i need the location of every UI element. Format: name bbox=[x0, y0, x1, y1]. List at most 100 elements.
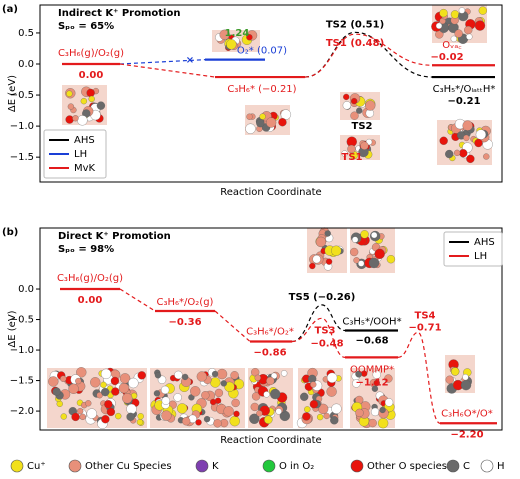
atom bbox=[256, 118, 265, 128]
atom bbox=[451, 367, 460, 376]
atom bbox=[115, 412, 122, 420]
atom bbox=[310, 381, 317, 388]
atom bbox=[67, 103, 75, 110]
atom bbox=[182, 417, 191, 426]
atom bbox=[368, 418, 377, 428]
atom bbox=[325, 258, 333, 265]
atom bbox=[264, 415, 273, 424]
atom bbox=[478, 6, 487, 15]
atom bbox=[280, 109, 292, 120]
legend-label: MvK bbox=[74, 163, 96, 174]
atom bbox=[466, 154, 475, 164]
atom bbox=[68, 383, 79, 394]
atom bbox=[371, 231, 378, 239]
atom bbox=[86, 88, 95, 98]
atom bbox=[374, 248, 385, 260]
state-label: TS3 bbox=[315, 325, 336, 336]
value-label: −0.36 bbox=[168, 317, 201, 328]
state-label: TS2 (0.51) bbox=[326, 19, 384, 30]
panel-label: (b) bbox=[2, 227, 18, 238]
atom bbox=[96, 101, 106, 110]
value-label: −0.68 bbox=[355, 336, 388, 347]
atom bbox=[458, 7, 466, 14]
atom bbox=[355, 408, 364, 418]
atom bbox=[483, 153, 490, 160]
atom bbox=[450, 35, 458, 43]
value-label: −0.71 bbox=[408, 322, 441, 333]
atom bbox=[181, 373, 189, 381]
atom bbox=[60, 375, 67, 382]
atom-label: H bbox=[497, 461, 505, 472]
atom bbox=[302, 412, 311, 421]
atom bbox=[331, 403, 342, 414]
atom bbox=[220, 380, 227, 387]
atom bbox=[462, 120, 473, 131]
value-label: 0.00 bbox=[78, 295, 103, 306]
atom bbox=[347, 144, 356, 154]
atom bbox=[210, 377, 221, 388]
atom bbox=[326, 386, 337, 397]
atom bbox=[72, 115, 79, 122]
y-tick-label: −1.5 bbox=[10, 376, 34, 387]
value-label: 0.00 bbox=[79, 70, 104, 81]
atom-label: O in O₂ bbox=[279, 461, 314, 472]
atom bbox=[372, 370, 381, 379]
atom bbox=[126, 403, 137, 415]
atom bbox=[474, 20, 486, 31]
y-tick-label: 0.0 bbox=[18, 59, 34, 70]
state-label: C₃H₅*/OₗₐₜₜH* bbox=[433, 84, 496, 95]
y-tick-label: −2.0 bbox=[10, 406, 34, 417]
state-label: C₃H₆*/O₂(g) bbox=[157, 297, 214, 308]
atom bbox=[351, 97, 358, 105]
x-axis-label: Reaction Coordinate bbox=[220, 435, 321, 446]
value-label: −0.02 bbox=[430, 52, 463, 63]
plot-frame bbox=[39, 4, 503, 183]
connector bbox=[214, 310, 251, 342]
connector bbox=[119, 59, 206, 65]
atom bbox=[118, 382, 130, 394]
value-label: −0.86 bbox=[253, 348, 286, 359]
atom bbox=[358, 260, 365, 267]
atom-label: C bbox=[463, 461, 470, 472]
annotation: × bbox=[186, 55, 194, 66]
atom bbox=[384, 374, 393, 383]
atom bbox=[463, 134, 470, 142]
atom bbox=[341, 150, 348, 157]
atom bbox=[177, 403, 188, 414]
atom bbox=[342, 101, 352, 110]
atom bbox=[110, 376, 120, 386]
atom bbox=[173, 393, 182, 402]
atom bbox=[324, 230, 331, 237]
atom bbox=[48, 376, 59, 387]
atom bbox=[65, 115, 74, 124]
atom bbox=[111, 387, 120, 396]
y-axis-label: ΔE (eV) bbox=[7, 310, 18, 347]
atom bbox=[323, 412, 330, 420]
atom bbox=[86, 408, 97, 419]
atom bbox=[464, 25, 473, 35]
atom bbox=[106, 407, 116, 417]
atom bbox=[223, 406, 234, 417]
atom bbox=[454, 29, 463, 38]
state-label: C₃H₅*/OOH* bbox=[342, 317, 401, 328]
atom bbox=[214, 388, 224, 398]
atom bbox=[256, 410, 263, 417]
atom bbox=[475, 129, 487, 140]
atom bbox=[100, 381, 107, 389]
atom bbox=[435, 22, 443, 29]
atom bbox=[210, 398, 217, 406]
atom bbox=[136, 418, 144, 426]
atom bbox=[439, 8, 448, 18]
plot-frame bbox=[39, 227, 503, 431]
atom bbox=[326, 372, 338, 383]
atom bbox=[331, 245, 342, 256]
y-tick-label: −1.5 bbox=[10, 152, 34, 163]
atom bbox=[160, 385, 170, 395]
atom bbox=[174, 370, 183, 380]
atom bbox=[275, 408, 282, 415]
atom bbox=[137, 371, 146, 380]
atom-swatch bbox=[10, 459, 24, 473]
value-label: −0.48 bbox=[310, 338, 343, 349]
